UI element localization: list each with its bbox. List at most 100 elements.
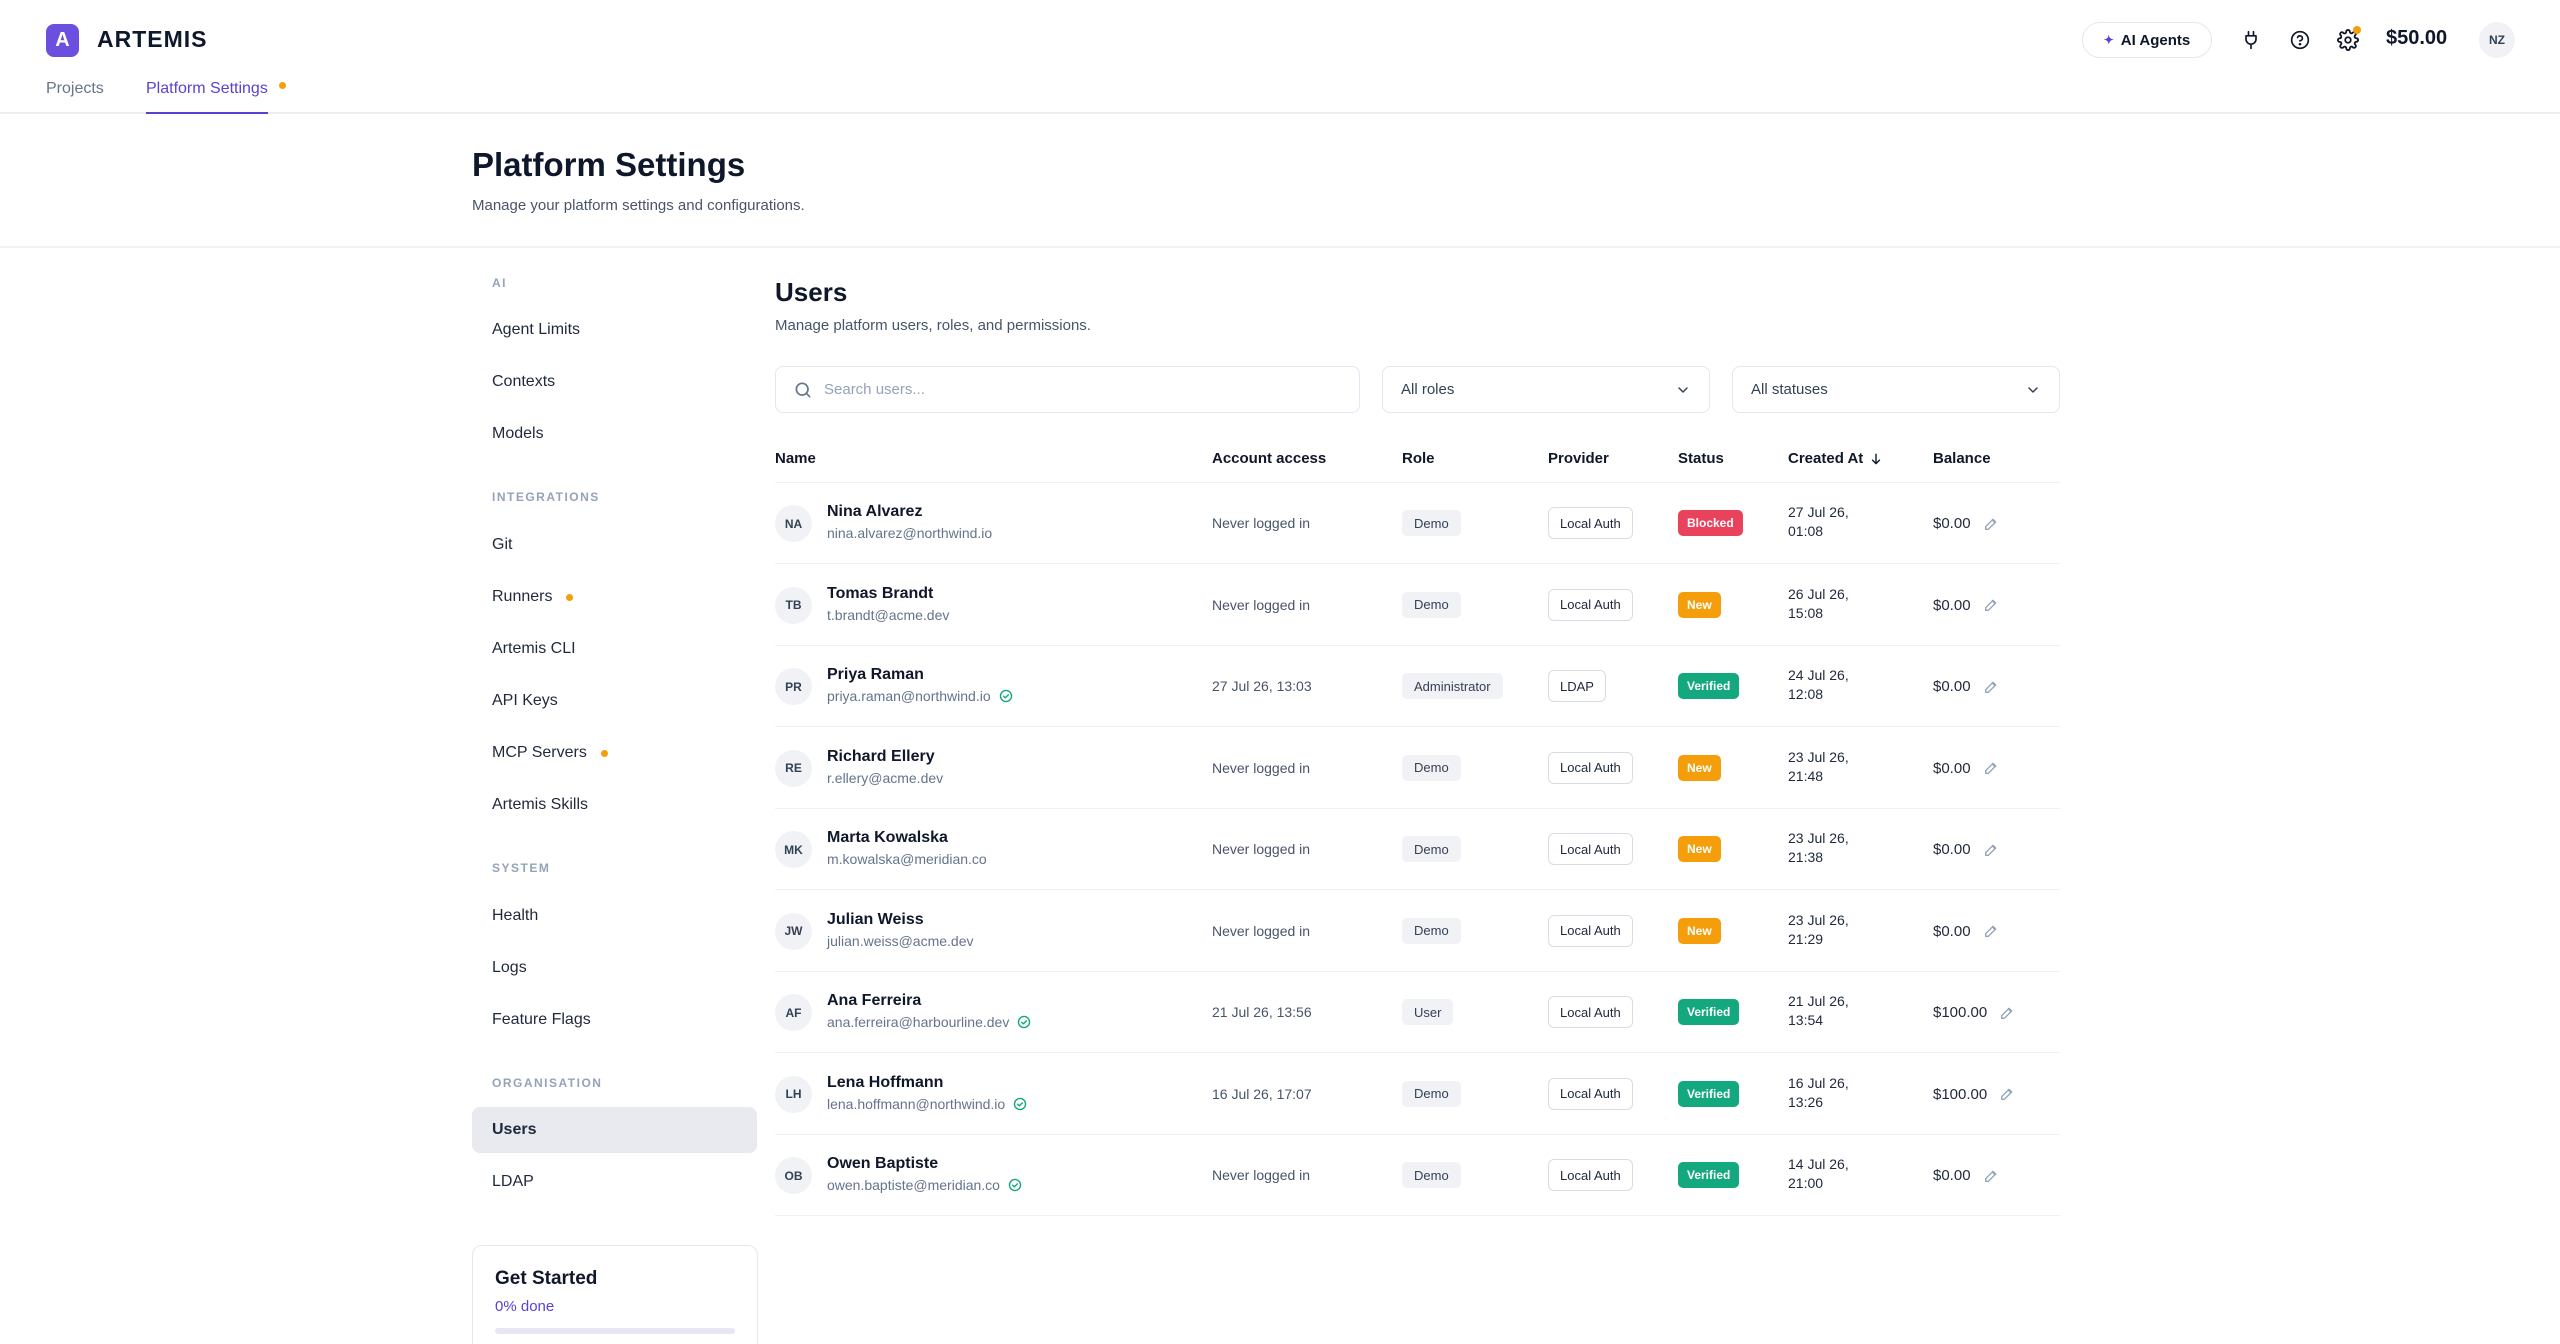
- table-row[interactable]: JW Julian Weiss julian.weiss@acme.dev Never…: [775, 891, 2060, 972]
- sidebar-item-agent-limits[interactable]: Agent Limits: [472, 307, 757, 353]
- provider-badge: Local Auth: [1548, 588, 1633, 621]
- sidebar-item-models[interactable]: Models: [472, 411, 757, 457]
- balance-cell: $0.00: [1933, 760, 1999, 777]
- user-balance: $100.00: [1933, 1004, 1988, 1021]
- created-at: 23 Jul 26, 21:38: [1788, 830, 1849, 865]
- user-email: nina.alvarez@northwind.io: [827, 525, 993, 541]
- edit-balance-icon[interactable]: [1999, 1005, 2015, 1021]
- table-row[interactable]: LH Lena Hoffmann lena.hoffmann@northwind.i…: [775, 1054, 2060, 1135]
- user-name[interactable]: Richard Ellery: [827, 747, 935, 765]
- table-row[interactable]: NA Nina Alvarez nina.alvarez@northwind.io N…: [775, 483, 2060, 564]
- sidebar-item-label: Artemis Skills: [492, 796, 589, 813]
- user-email: priya.raman@northwind.io: [827, 688, 991, 704]
- verified-check-icon: [1013, 1097, 1027, 1111]
- user-email: lena.hoffmann@northwind.io: [827, 1095, 1006, 1112]
- status-badge: New: [1678, 836, 1721, 862]
- user-name[interactable]: Tomas Brandt: [827, 584, 934, 602]
- edit-balance-icon[interactable]: [1983, 597, 1999, 613]
- provider-badge: Local Auth: [1548, 751, 1633, 784]
- sidebar-item-git[interactable]: Git: [472, 522, 757, 568]
- table-row[interactable]: PR Priya Raman priya.raman@northwind.io 27 …: [775, 646, 2060, 727]
- column-header-created[interactable]: Created At: [1788, 450, 1883, 467]
- brand-name: ARTEMIS: [97, 26, 208, 52]
- ai-agents-button[interactable]: ✦ AI Agents: [2082, 22, 2212, 58]
- edit-balance-icon[interactable]: [1983, 1168, 1999, 1184]
- sidebar-item-ldap[interactable]: LDAP: [472, 1159, 757, 1205]
- sidebar-item-feature-flags[interactable]: Feature Flags: [472, 997, 757, 1043]
- provider-badge: Local Auth: [1548, 914, 1633, 947]
- role-filter-value: All roles: [1401, 381, 1455, 398]
- tab-platform-settings[interactable]: Platform Settings: [146, 80, 268, 114]
- table-row[interactable]: TB Tomas Brandt t.brandt@acme.dev Never log…: [775, 565, 2060, 646]
- get-started-progress-label: 0% done: [495, 1298, 555, 1315]
- table-row[interactable]: MK Marta Kowalska m.kowalska@meridian.co Ne…: [775, 809, 2060, 890]
- user-name[interactable]: Julian Weiss: [827, 910, 924, 928]
- status-filter-select[interactable]: All statuses: [1732, 366, 2060, 413]
- page-title: Platform Settings: [472, 146, 746, 183]
- column-header-role[interactable]: Role: [1402, 450, 1435, 467]
- edit-balance-icon[interactable]: [1983, 760, 1999, 776]
- user-avatar[interactable]: NZ: [2479, 22, 2515, 58]
- column-header-access[interactable]: Account access: [1212, 450, 1327, 467]
- user-name[interactable]: Ana Ferreira: [827, 992, 922, 1009]
- edit-balance-icon[interactable]: [1983, 516, 1999, 532]
- edit-balance-icon[interactable]: [1983, 923, 1999, 939]
- column-header-provider[interactable]: Provider: [1548, 450, 1609, 467]
- account-access: 27 Jul 26, 13:03: [1212, 678, 1312, 694]
- plug-icon[interactable]: [2239, 28, 2263, 52]
- user-name[interactable]: Priya Raman: [827, 666, 924, 683]
- user-name[interactable]: Lena Hoffmann: [827, 1073, 944, 1091]
- table-row[interactable]: OB Owen Baptiste owen.baptiste@meridian.co…: [775, 1135, 2060, 1216]
- sidebar-item-contexts[interactable]: Contexts: [472, 359, 757, 405]
- mcp-notification-dot: [600, 749, 608, 757]
- get-started-card[interactable]: Get Started 0% done: [472, 1245, 758, 1344]
- status-badge: Verified: [1678, 999, 1740, 1025]
- sidebar-item-runners[interactable]: Runners: [472, 574, 757, 620]
- table-row[interactable]: RE Richard Ellery r.ellery@acme.dev Never l…: [775, 728, 2060, 809]
- search-input[interactable]: [775, 366, 1360, 413]
- created-at: 21 Jul 26, 13:54: [1788, 993, 1849, 1028]
- edit-balance-icon[interactable]: [1983, 679, 1999, 695]
- balance-cell: $0.00: [1933, 1167, 1999, 1184]
- sidebar-item-artemis-skills[interactable]: Artemis Skills: [472, 782, 757, 828]
- user-avatar: MK: [775, 831, 812, 868]
- help-icon[interactable]: [2288, 28, 2312, 52]
- gear-icon[interactable]: [2336, 28, 2360, 52]
- user-name[interactable]: Nina Alvarez: [827, 503, 923, 520]
- sidebar-item-logs[interactable]: Logs: [472, 945, 757, 991]
- sidebar-item-api-keys[interactable]: API Keys: [472, 678, 757, 724]
- user-name[interactable]: Owen Baptiste: [827, 1155, 939, 1172]
- tab-notification-dot: [279, 82, 286, 89]
- balance-cell: $100.00: [1933, 1086, 2015, 1103]
- created-at: 14 Jul 26, 21:00: [1788, 1156, 1849, 1191]
- provider-badge: Local Auth: [1548, 833, 1633, 865]
- sidebar-group-organisation: ORGANISATION: [492, 1076, 603, 1090]
- account-access: Never logged in: [1212, 596, 1311, 613]
- sidebar-item-users[interactable]: Users: [472, 1107, 757, 1153]
- account-access: Never logged in: [1212, 759, 1311, 776]
- verified-check-icon: [1017, 1015, 1031, 1029]
- sidebar-item-artemis-cli[interactable]: Artemis CLI: [472, 626, 757, 672]
- table-row[interactable]: AF Ana Ferreira ana.ferreira@harbourline.d…: [775, 972, 2060, 1053]
- role-badge: Demo: [1402, 754, 1461, 781]
- column-header-balance[interactable]: Balance: [1933, 450, 1991, 467]
- user-balance: $0.00: [1933, 515, 1971, 532]
- chevron-down-icon: [2025, 382, 2041, 398]
- balance-cell: $0.00: [1933, 923, 1999, 940]
- edit-balance-icon[interactable]: [1999, 1086, 2015, 1102]
- role-filter-select[interactable]: All roles: [1382, 366, 1710, 413]
- status-badge: Verified: [1678, 1162, 1740, 1188]
- column-header-status[interactable]: Status: [1678, 450, 1724, 467]
- artemis-logo[interactable]: A: [46, 24, 79, 57]
- tab-projects[interactable]: Projects: [46, 80, 104, 97]
- column-header-name[interactable]: Name: [775, 450, 816, 467]
- sidebar-item-health[interactable]: Health: [472, 893, 757, 939]
- user-avatar: JW: [775, 912, 812, 950]
- role-badge: Demo: [1402, 917, 1461, 944]
- sidebar-item-mcp-servers[interactable]: MCP Servers: [472, 730, 757, 776]
- column-header-created-label: Created At: [1788, 450, 1864, 467]
- user-name[interactable]: Marta Kowalska: [827, 829, 948, 846]
- edit-balance-icon[interactable]: [1983, 842, 1999, 858]
- created-at: 26 Jul 26, 15:08: [1788, 585, 1849, 621]
- sidebar-group-ai: AI: [492, 276, 507, 290]
